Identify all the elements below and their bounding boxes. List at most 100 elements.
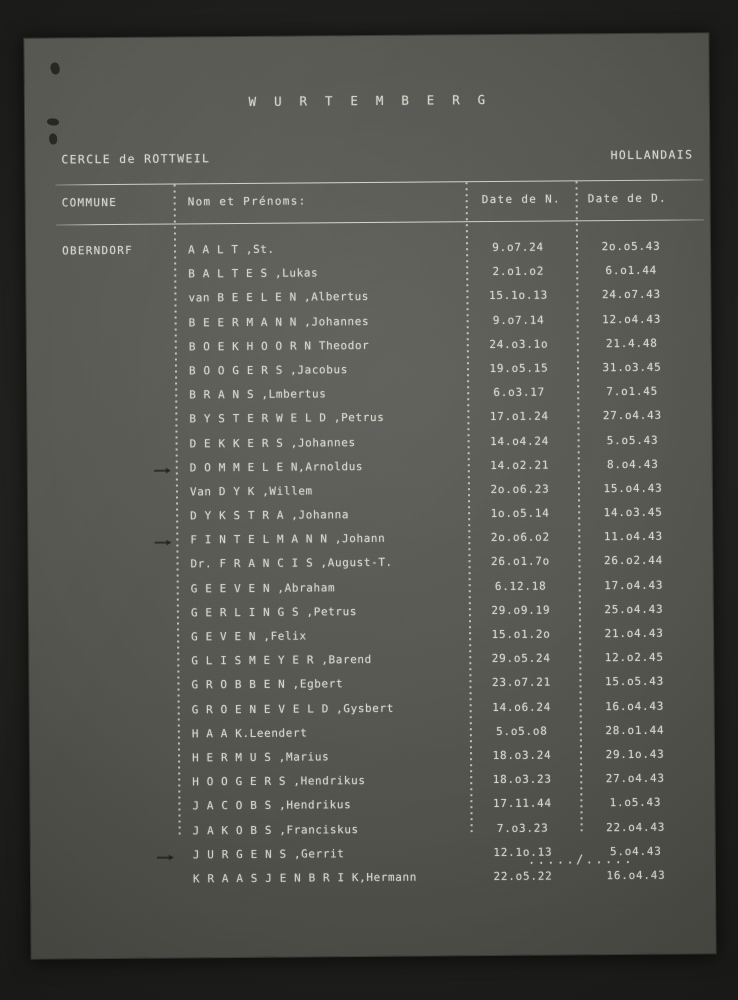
nationality-label: HOLLANDAIS [610,147,694,163]
cell-name: G R O B B E N ,Egbert [191,677,344,692]
cell-date-of-death: 14.o3.45 [603,505,663,520]
cell-commune: OBERNDORF [62,243,133,258]
cell-date-of-birth: 5.o5.o8 [495,724,548,738]
cell-date-of-death: 1.o5.43 [609,796,662,810]
cell-date-of-birth: 14.o4.24 [490,434,550,448]
cell-name: G E E V E N ,Abraham [190,580,336,596]
cell-name: Van D Y K ,Willem [189,484,313,499]
cell-date-of-birth: 18.o3.23 [492,772,552,787]
page-title: W U R T E M B E R G [248,92,491,109]
cell-date-of-death: 15.o5.43 [604,675,665,689]
cell-name: B A L T E S ,Lukas [188,266,319,281]
cell-name: G E V E N ,Felix [191,629,307,644]
cell-date-of-death: 8.o4.43 [606,457,659,471]
margin-blemish-icon [49,61,61,76]
cell-date-of-birth: 6.12.18 [494,579,547,593]
cell-date-of-birth: 22.o5.22 [493,869,553,883]
column-header-name: Nom et Prénoms: [187,194,307,209]
cell-name: B E E R M A N N ,Johannes [188,314,370,329]
cell-date-of-birth: 23.o7.21 [491,675,552,690]
cell-name: H O O G E R S ,Hendrikus [192,774,366,789]
cell-date-of-death: 29.1o.43 [605,747,665,762]
column-header-commune: COMMUNE [61,195,118,210]
cell-date-of-birth: 1o.o5.14 [490,506,550,521]
cell-date-of-death: 27.o4.43 [602,409,662,423]
cell-date-of-death: 24.o7.43 [601,288,661,302]
cell-date-of-birth: 9.o7.14 [492,313,545,327]
table-body: OBERNDORF A A L T ,St. 9.o7.24 2o.o5.43 B A … [26,239,715,897]
cell-date-of-birth: 14.o6.24 [492,700,552,714]
cell-date-of-birth: 18.o3.24 [492,748,552,762]
cell-date-of-birth: 9.o7.24 [492,240,544,255]
cell-date-of-birth: 6.o3.17 [493,385,546,400]
margin-blemish-icon [46,117,60,127]
cell-date-of-birth: 2o.o6.o2 [490,530,550,545]
cell-date-of-birth: 14.o2.21 [490,458,550,472]
cell-date-of-birth: 24.o3.1o [489,337,549,351]
column-header-date-d: Date de D. [587,191,667,206]
cell-date-of-birth: 19.o5.15 [489,361,549,375]
cell-name: van B E E L E N ,Albertus [188,290,370,305]
cell-name: G L I S M E Y E R ,Barend [191,653,372,668]
margin-annotation-arrow-icon [154,541,171,544]
cell-date-of-death: 27.o4.43 [605,771,665,786]
document-sheet: W U R T E M B E R G CERCLE de ROTTWEIL H… [24,33,716,959]
cell-name: D O M M E L E N,Arnoldus [189,459,364,475]
cell-date-of-birth: 2.o1.o2 [492,264,545,279]
margin-annotation-arrow-icon [153,469,170,472]
cell-date-of-death: 16.o4.43 [606,868,666,883]
cell-name: J U R G E N S ,Gerrit [192,846,345,862]
cell-name: G E R L I N G S ,Petrus [190,604,358,620]
cell-date-of-death: 12.o4.43 [602,312,662,326]
cell-date-of-death: 17.o4.43 [604,578,664,592]
cell-name: G R O E N E V E L D ,Gysbert [191,701,394,716]
cell-date-of-death: 21.o4.43 [604,626,664,641]
table-rule-bottom [55,219,704,226]
cell-name: B R A N S ,Lmbertus [189,387,327,402]
cell-name: H E R M U S ,Marius [191,750,330,765]
cell-date-of-death: 28.o1.44 [605,723,665,737]
page-continuation-marker: ...../..... [527,851,634,867]
cell-name: J A K O B S ,Franciskus [192,822,359,837]
table-rule-top [55,179,704,186]
cell-date-of-birth: 29.o9.19 [491,603,551,617]
cell-date-of-birth: 29.o5.24 [491,651,551,666]
cell-date-of-death: 21.4.48 [605,336,658,350]
cell-date-of-death: 12.o2.45 [604,650,664,665]
cell-date-of-birth: 17.o1.24 [489,409,549,424]
cell-name: F I N T E L M A N N ,Johann [190,532,386,547]
cell-date-of-death: 11.o4.43 [603,529,663,544]
cell-date-of-death: 31.o3.45 [602,360,662,375]
cell-date-of-birth: 17.11.44 [492,796,552,811]
cell-name: K R A A S J E N B R I K,Hermann [192,870,417,886]
column-header-date-n: Date de N. [481,192,561,207]
cell-date-of-death: 16.o4.43 [605,699,665,713]
cell-date-of-birth: 26.o1.7o [490,555,551,569]
cell-date-of-death: 6.o1.44 [605,263,658,278]
cell-date-of-death: 25.o4.43 [604,602,664,616]
cell-name: H A A K.Leendert [191,726,308,741]
cell-date-of-death: 15.o4.43 [603,481,663,496]
cell-name: B Y S T E R W E L D ,Petrus [189,411,385,426]
cell-name: D Y K S T R A ,Johanna [190,508,350,523]
cell-date-of-birth: 15.o1.2o [491,627,551,642]
cell-name: J A C O B S ,Hendrikus [192,798,352,813]
cell-date-of-death: 5.o5.43 [606,433,659,447]
document-content: W U R T E M B E R G CERCLE de ROTTWEIL H… [24,33,715,958]
cell-date-of-birth: 15.1o.13 [488,288,548,303]
cell-date-of-death: 7.o1.45 [606,384,659,399]
cell-name: Dr. F R A N C I S ,August-T. [190,556,393,571]
margin-annotation-arrow-icon [156,856,173,859]
margin-blemish-icon [48,133,58,145]
cell-date-of-death: 26.o2.44 [603,554,664,568]
cell-date-of-death: 22.o4.43 [606,820,666,834]
region-label: CERCLE de ROTTWEIL [61,151,211,167]
cell-name: A A L T ,St. [188,242,275,257]
cell-name: D E K K E R S ,Johannes [189,435,356,450]
cell-name: B O O G E R S ,Jacobus [188,363,348,378]
cell-date-of-birth: 7.o3.23 [496,821,549,835]
table-row: K R A A S J E N B R I K,Hermann 22.o5.22 1… [31,868,715,898]
cell-date-of-birth: 2o.o6.23 [490,482,550,496]
cell-name: B O E K H O O R N Theodor [188,338,370,354]
